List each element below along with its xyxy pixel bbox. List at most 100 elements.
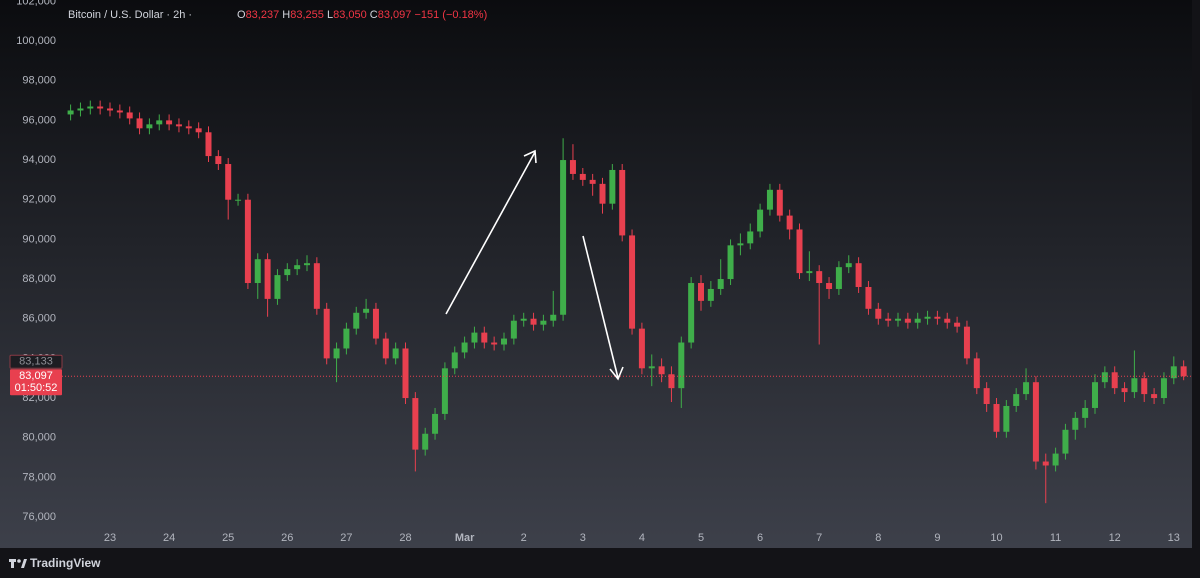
candle-body: [363, 308, 370, 313]
x-tick-label: 28: [399, 532, 411, 544]
candle-body: [963, 326, 970, 359]
candle-body: [747, 231, 754, 244]
y-tick-label: 100,000: [16, 35, 56, 47]
arrow-down: [582, 235, 619, 379]
candle-body: [1180, 366, 1187, 377]
y-tick-label: 94,000: [22, 154, 56, 166]
candle-body: [786, 215, 793, 230]
candle-body: [126, 112, 133, 119]
candle-body: [1141, 378, 1148, 395]
candle-body: [1092, 382, 1098, 408]
x-tick-label: 26: [281, 532, 293, 544]
candle-body: [678, 342, 685, 389]
candle-body: [776, 189, 783, 216]
candle-body: [166, 120, 173, 125]
candle-body: [1131, 378, 1138, 393]
candle-body: [1072, 417, 1079, 430]
candle-body: [402, 348, 409, 399]
o-key: O: [237, 9, 246, 21]
candle-body: [441, 368, 448, 414]
l-key: L: [327, 9, 333, 21]
candle-body: [599, 183, 606, 204]
candle-body: [530, 318, 537, 325]
candle-body: [954, 322, 961, 327]
candle-body: [579, 173, 586, 180]
c: 83,097: [378, 9, 412, 21]
candle-body: [1082, 407, 1089, 418]
x-tick-label: 5: [698, 532, 704, 544]
candle-body: [294, 265, 301, 270]
h-key: H: [282, 9, 290, 21]
candle-body: [87, 106, 94, 109]
y-tick-label: 80,000: [22, 432, 56, 444]
candle-body: [826, 283, 833, 289]
candle-body: [244, 199, 251, 284]
y-tick-label: 90,000: [22, 233, 56, 245]
candle-body: [313, 263, 320, 309]
candle-body: [156, 120, 163, 125]
plot-background: [0, 0, 1192, 548]
brand-logo: [9, 559, 27, 568]
candle-body: [619, 169, 626, 236]
candle-body: [609, 169, 616, 204]
x-tick-label: 6: [757, 532, 763, 544]
candle-body: [146, 124, 153, 129]
candle-body: [796, 229, 803, 274]
candle-body: [904, 318, 911, 323]
x-tick-label: 7: [816, 532, 822, 544]
candle-body: [353, 312, 360, 329]
candle-body: [264, 259, 271, 299]
h: 83,255: [290, 9, 324, 21]
candle-body: [510, 320, 517, 339]
change: −151 (−0.18%): [414, 9, 487, 21]
candle-body: [412, 398, 419, 450]
candle-body: [304, 263, 310, 266]
x-tick-label: 2: [521, 532, 527, 544]
candle-body: [205, 132, 212, 157]
ohlc-legend: O83,237 H83,255 L83,050 C83,097 −151 (−0…: [237, 9, 487, 21]
candle-body: [737, 243, 744, 246]
candle-body: [629, 235, 636, 329]
candle-body: [432, 413, 439, 434]
arrow-up: [445, 151, 536, 315]
l: 83,050: [333, 9, 367, 21]
last-price-label: 83,097: [19, 370, 53, 382]
candle-body: [1023, 382, 1030, 395]
candle-body: [1121, 388, 1128, 393]
y-tick-label: 78,000: [22, 471, 56, 483]
candle-body: [973, 358, 980, 389]
candle-body: [816, 271, 823, 284]
x-tick-label: 25: [222, 532, 234, 544]
y-tick-label: 92,000: [22, 194, 56, 206]
candle-body: [215, 156, 222, 165]
candle-body: [540, 320, 547, 325]
marker-label: 83,133: [19, 356, 53, 368]
candle-body: [668, 374, 675, 389]
candle-body: [1042, 461, 1049, 466]
candle-body: [107, 108, 113, 111]
x-tick-label: 11: [1050, 532, 1061, 544]
candle-body: [560, 160, 567, 315]
marker-box: [9, 354, 63, 369]
candle-body: [944, 318, 951, 323]
x-tick-label: 23: [104, 532, 116, 544]
candle-body: [895, 318, 901, 321]
candle-body: [688, 283, 695, 343]
candle-body: [1062, 429, 1069, 454]
x-tick-label: 10: [990, 532, 1002, 544]
candle-body: [648, 366, 655, 369]
candle-body: [392, 348, 399, 359]
x-tick-label: 12: [1109, 532, 1121, 544]
candle-body: [885, 318, 892, 321]
candle-body: [284, 269, 291, 276]
symbol: Bitcoin / U.S. Dollar · 2h ·: [68, 9, 192, 21]
candle-body: [835, 267, 842, 289]
candle-body: [77, 108, 84, 111]
candle-body: [235, 199, 242, 201]
x-tick-label: Mar: [455, 532, 475, 544]
candle-body: [471, 332, 478, 343]
candle-body: [757, 209, 764, 232]
candle-body: [865, 286, 872, 309]
candle-body: [1160, 378, 1167, 399]
